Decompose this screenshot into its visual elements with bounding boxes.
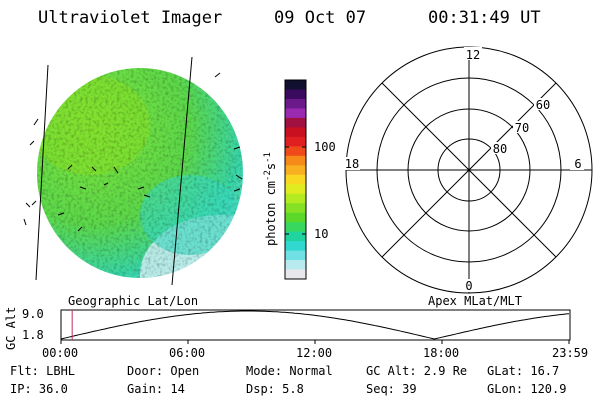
status-ip: IP: 36.0 [10, 382, 68, 396]
xtick-0600: 06:00 [169, 346, 206, 360]
status-dsp: Dsp: 5.8 [246, 382, 304, 396]
altitude-plot [60, 309, 571, 344]
colorbar-cell [285, 146, 306, 157]
colorbar-cell [285, 203, 306, 214]
mlt-label-6: 6 [574, 157, 581, 171]
polar-grid: 12 0 18 6 60 70 80 [342, 46, 593, 294]
xtick-1200: 12:00 [296, 346, 333, 360]
colorbar-cell [285, 98, 306, 109]
colorbar: photon cm-2s-1 [263, 79, 307, 280]
xtick-0000: 00:00 [42, 346, 79, 360]
colorbar-cell [285, 127, 306, 138]
colorbar-cell [285, 222, 306, 233]
altitude-ylabel: GC Alt [4, 306, 18, 350]
colorbar-cell [285, 193, 306, 204]
mlt-label-12: 12 [466, 48, 480, 62]
xtick-1800: 18:00 [423, 346, 460, 360]
altitude-ymin: 1.8 [22, 328, 44, 342]
colorbar-cell [285, 250, 306, 261]
lat-label-80: 80 [493, 142, 507, 156]
colorbar-tick-10: 10 [314, 227, 329, 241]
colorbar-cell [285, 89, 306, 100]
colorbar-cell [285, 174, 306, 185]
right-panel-caption: Apex MLat/MLT [428, 294, 522, 308]
mlt-label-18: 18 [345, 157, 359, 171]
colorbar-cell [285, 136, 306, 147]
colorbar-cell [285, 241, 306, 252]
colorbar-cell [285, 231, 306, 242]
left-panel-caption: Geographic Lat/Lon [68, 294, 199, 308]
status-mode: Mode: Normal [246, 364, 333, 378]
colorbar-cell [285, 260, 306, 271]
altitude-ymax: 9.0 [22, 307, 44, 321]
status-seq: Seq: 39 [366, 382, 417, 396]
mlt-label-0: 0 [465, 279, 472, 293]
date-label: 09 Oct 07 [274, 8, 367, 28]
colorbar-cell [285, 165, 306, 176]
colorbar-cell [285, 108, 306, 119]
status-flt: Flt: LBHL [10, 364, 76, 378]
instrument-title: Ultraviolet Imager [38, 8, 223, 28]
lat-label-60: 60 [536, 98, 550, 112]
colorbar-cell [285, 80, 306, 90]
status-gain: Gain: 14 [127, 382, 185, 396]
time-label: 00:31:49 UT [428, 8, 541, 28]
status-glat: GLat: 16.7 [487, 364, 560, 378]
colorbar-tick-100: 100 [314, 140, 336, 154]
status-glon: GLon: 120.9 [487, 382, 567, 396]
lat-label-70: 70 [515, 121, 529, 135]
colorbar-cell [285, 184, 306, 195]
xtick-2359: 23:59 [552, 346, 589, 360]
uv-image-globe [23, 56, 243, 286]
colorbar-cell [285, 269, 306, 280]
colorbar-cell [285, 212, 306, 223]
status-gc-alt: GC Alt: 2.9 Re [366, 364, 468, 378]
status-door: Door: Open [127, 364, 200, 378]
colorbar-cell [285, 155, 306, 166]
colorbar-cell [285, 117, 306, 128]
colorbar-unit-label: photon cm-2s-1 [263, 152, 278, 246]
